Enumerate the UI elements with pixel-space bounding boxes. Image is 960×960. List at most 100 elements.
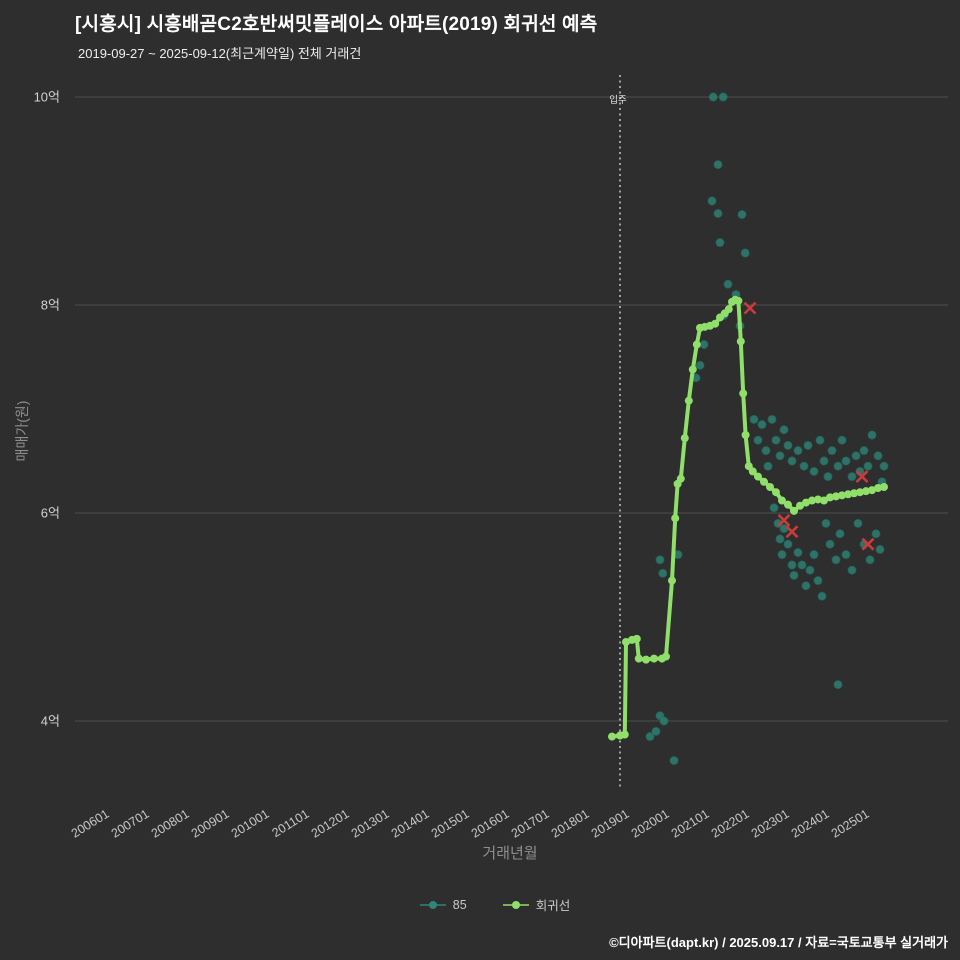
regression-point: [650, 654, 658, 663]
regression-point: [796, 501, 804, 510]
outlier-x-marker: [785, 525, 799, 539]
scatter-point: [713, 159, 723, 170]
outlier-x-marker: [855, 470, 869, 484]
x-tick-label: 202301: [749, 807, 792, 841]
regression-point: [814, 495, 822, 504]
legend-label-85: 85: [452, 897, 467, 912]
scatter-point: [723, 279, 733, 289]
scatter-point: [718, 92, 728, 102]
scatter-point: [699, 339, 709, 350]
scatter-point: [809, 549, 819, 560]
regression-point: [760, 477, 768, 486]
scatter-point: [753, 435, 763, 445]
regression-point: [734, 296, 743, 305]
regression-point: [856, 488, 864, 497]
scatter-point: [853, 518, 863, 529]
regression-point: [862, 487, 870, 496]
x-tick-label: 201701: [509, 807, 552, 841]
x-tick-label: 202201: [709, 807, 752, 841]
scatter-point: [825, 539, 835, 549]
regression-point: [684, 396, 693, 405]
x-axis-title: 거래년월: [482, 845, 538, 862]
regression-point: [790, 506, 798, 515]
scatter-point: [769, 503, 779, 513]
scatter-point: [658, 568, 668, 579]
scatter-point: [865, 555, 875, 565]
scatter-point: [833, 679, 843, 690]
x-tick-label: 201201: [309, 807, 352, 841]
x-tick-label: 202501: [829, 807, 872, 841]
x-stroke: [777, 513, 791, 527]
scatter-point: [847, 471, 857, 482]
scatter-point: [740, 248, 750, 258]
regression-point: [754, 472, 762, 481]
scatter-point: [875, 544, 885, 555]
regression-point: [880, 483, 888, 491]
x-tick-label: 201101: [270, 807, 312, 841]
x-tick-label: 200701: [109, 807, 152, 841]
outlier-x-marker: [743, 301, 757, 315]
scatter-point: [645, 731, 655, 742]
scatter-point: [879, 461, 889, 471]
regression-point: [868, 486, 876, 495]
scatter-point: [707, 196, 717, 206]
scatter-point: [847, 565, 857, 575]
scatter-point: [809, 466, 819, 477]
scatter-point: [787, 560, 797, 570]
scatter-point: [777, 549, 787, 560]
copyright-footer: ©디아파트(dapt.kr) / 2025.09.17 / 자료=국토교통부 실…: [609, 935, 948, 950]
regression-point: [748, 467, 757, 476]
regression-point: [820, 496, 828, 505]
scatter-point: [803, 440, 813, 451]
scatter-point: [817, 591, 827, 601]
scatter-point: [835, 529, 845, 539]
scatter-point: [821, 518, 831, 529]
scatter-point: [831, 555, 841, 565]
scatter-point: [805, 565, 815, 575]
regression-point: [739, 389, 748, 398]
page-title: [시흥시] 시흥배곧C2호반써밋플레이스 아파트(2019) 회귀선 예측: [75, 14, 598, 35]
scatter-point: [669, 755, 679, 766]
scatter-point: [749, 414, 759, 425]
scatter-point: [813, 575, 823, 586]
scatter-point: [815, 435, 825, 445]
regression-point: [808, 496, 816, 505]
scatter-point: [793, 547, 803, 558]
regression-point: [668, 576, 676, 585]
regression-point: [741, 431, 750, 439]
regression-point: [772, 488, 780, 497]
scatter-point: [851, 451, 861, 461]
scatter-point: [819, 456, 829, 466]
outlier-x-marker: [861, 537, 875, 551]
scatter-point: [757, 419, 767, 430]
x-stroke: [855, 470, 869, 484]
scatter-point: [823, 471, 833, 482]
scatter-point: [863, 461, 873, 471]
x-stroke: [743, 301, 757, 315]
regression-point: [844, 490, 852, 499]
regression-point: [688, 365, 697, 374]
scatter-point: [775, 451, 785, 461]
scatter-point: [859, 445, 869, 456]
x-tick-label: 202401: [789, 807, 832, 841]
regression-point: [784, 500, 792, 509]
regression-point: [850, 489, 858, 498]
regression-point: [724, 305, 733, 314]
y-tick-label: 6억: [41, 506, 60, 521]
scatter-point: [837, 435, 847, 445]
regression-point: [736, 337, 745, 346]
y-tick-label: 4억: [41, 714, 60, 729]
x-stroke: [861, 537, 875, 551]
regression-point: [692, 340, 701, 349]
regression-point: [778, 496, 786, 505]
legend-item-85: 85: [419, 897, 467, 912]
scatter-point: [771, 435, 781, 445]
regression-point: [802, 498, 810, 507]
x-tick-label: 200601: [69, 807, 112, 841]
x-tick-label: 200901: [189, 807, 232, 841]
outlier-x-marker: [777, 513, 791, 527]
data-layer: 입주: [608, 75, 889, 790]
x-tick-label: 201401: [389, 807, 432, 841]
vline-label: 입주: [609, 94, 627, 106]
scatter-point: [789, 570, 799, 581]
